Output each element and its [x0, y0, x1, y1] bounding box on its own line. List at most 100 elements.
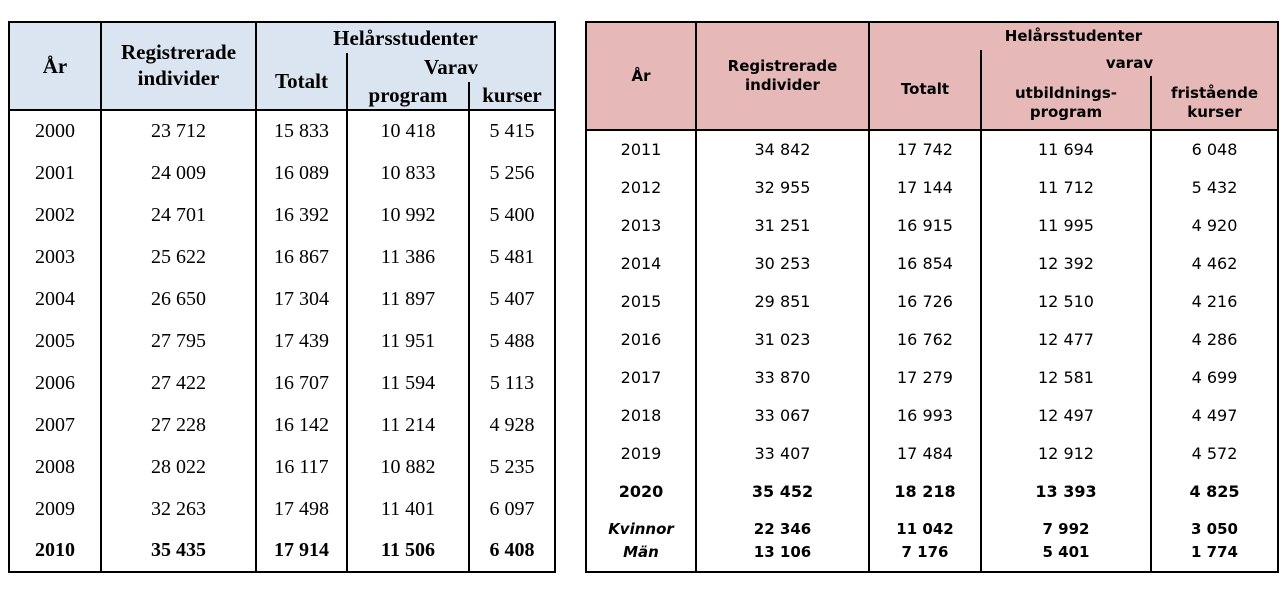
table-row-2008: 2008 28 022 16 117 10 882 5 235 [9, 446, 556, 488]
value-cell: 29 851 [695, 282, 869, 320]
value-cell: 13 393 [980, 472, 1151, 510]
header-row-1: År Registrerade individer Helårsstudente… [586, 22, 1279, 130]
table-row-2012: 2012 32 955 17 144 11 712 5 432 [586, 168, 1279, 206]
value-cell: 12 510 [980, 282, 1151, 320]
col-header-of-which: varav [979, 50, 1279, 76]
value-cell: 23 712 [100, 110, 256, 152]
col-header-of-which: Varav [345, 53, 556, 82]
gender-value-cell: 22 346 13 106 [695, 510, 869, 572]
value-cell: 11 214 [346, 404, 469, 446]
value-cell: 33 870 [695, 358, 869, 396]
value-cell: 16 142 [255, 404, 347, 446]
table-row-2013: 2013 31 251 16 915 11 995 4 920 [586, 206, 1279, 244]
year-cell: 2017 [620, 367, 662, 387]
value-cell: 17 742 [868, 130, 981, 168]
value-cell: 4 699 [1149, 358, 1279, 396]
value-cell: 4 286 [1149, 320, 1279, 358]
value-cell: 4 825 [1149, 472, 1279, 510]
value-cell: 24 701 [100, 194, 256, 236]
col-header-total: Totalt [255, 53, 347, 110]
value-cell: 16 762 [868, 320, 981, 358]
col-header-programme: utbildnings- program [980, 76, 1151, 130]
col-header-fullyear-students: Helårsstudenter [867, 22, 1279, 50]
table-row-2014: 2014 30 253 16 854 12 392 4 462 [586, 244, 1279, 282]
value-cell: 11 594 [346, 362, 469, 404]
year-cell: 2019 [620, 443, 662, 463]
value-cell: 12 912 [980, 434, 1151, 472]
year-cell: 2014 [620, 253, 662, 273]
value-cell: 16 993 [868, 396, 981, 434]
value-cell: 26 650 [100, 278, 256, 320]
table-row-2017: 2017 33 870 17 279 12 581 4 699 [586, 358, 1279, 396]
table-row-2010: 2010 35 435 17 914 11 506 6 408 [9, 530, 556, 572]
col-header-year: År [9, 22, 101, 110]
year-cell: 2016 [620, 329, 662, 349]
value-cell: 4 920 [1149, 206, 1279, 244]
value-cell: 24 009 [100, 152, 256, 194]
header-row-3: utbildnings- program fristående kurser [586, 76, 1279, 130]
table-row-2007: 2007 27 228 16 142 11 214 4 928 [9, 404, 556, 446]
table-row-2002: 2002 24 701 16 392 10 992 5 400 [9, 194, 556, 236]
year-cell: 2002 [35, 203, 75, 226]
year-cell: 2001 [35, 161, 75, 184]
value-cell: 33 407 [695, 434, 869, 472]
value-cell: 27 228 [100, 404, 256, 446]
value-cell: 15 833 [255, 110, 347, 152]
value-cell: 25 622 [100, 236, 256, 278]
value-cell: 16 392 [255, 194, 347, 236]
value-cell: 11 712 [980, 168, 1151, 206]
col-header-courses: kurser [467, 82, 556, 110]
year-cell: 2013 [620, 215, 662, 235]
value-cell: 4 497 [1149, 396, 1279, 434]
value-cell: 17 439 [255, 320, 347, 362]
table-row-2015: 2015 29 851 16 726 12 510 4 216 [586, 282, 1279, 320]
year-cell: 2003 [35, 245, 75, 268]
table-row-2003: 2003 25 622 16 867 11 386 5 481 [9, 236, 556, 278]
students-table-2010s-header: År Registrerade individer Helårsstudente… [586, 22, 1279, 130]
value-cell: 4 928 [467, 404, 556, 446]
value-cell: 16 854 [868, 244, 981, 282]
col-header-year: År [586, 22, 696, 130]
header-row-3: program kurser [9, 82, 556, 110]
table-row-2001: 2001 24 009 16 089 10 833 5 256 [9, 152, 556, 194]
year-cell: 2020 [618, 481, 664, 501]
value-cell: 5 432 [1149, 168, 1279, 206]
value-cell: 4 216 [1149, 282, 1279, 320]
value-cell: 6 048 [1149, 130, 1279, 168]
table-row-2020: 2020 35 452 18 218 13 393 4 825 [586, 472, 1279, 510]
value-cell: 27 795 [100, 320, 256, 362]
value-cell: 11 694 [980, 130, 1151, 168]
value-cell: 4 572 [1149, 434, 1279, 472]
gender-value-cell: 7 992 5 401 [980, 510, 1151, 572]
year-cell: 2004 [35, 287, 75, 310]
value-cell: 35 435 [100, 530, 256, 572]
value-cell: 17 484 [868, 434, 981, 472]
year-cell: 2018 [620, 405, 662, 425]
year-cell: 2012 [620, 177, 662, 197]
value-cell: 11 951 [346, 320, 469, 362]
year-cell: 2015 [620, 291, 662, 311]
table-row-2018: 2018 33 067 16 993 12 497 4 497 [586, 396, 1279, 434]
value-cell: 5 488 [467, 320, 556, 362]
header-row-2: Totalt varav [586, 50, 1279, 130]
value-cell: 5 407 [467, 278, 556, 320]
value-cell: 5 415 [467, 110, 556, 152]
value-cell: 10 418 [346, 110, 469, 152]
gender-value-cell: 11 042 7 176 [868, 510, 981, 572]
header-row-2: Totalt Varav [9, 53, 556, 110]
value-cell: 17 144 [868, 168, 981, 206]
value-cell: 17 498 [255, 488, 347, 530]
value-cell: 12 581 [980, 358, 1151, 396]
table-row-2011: 2011 34 842 17 742 11 694 6 048 [586, 130, 1279, 168]
value-cell: 17 279 [868, 358, 981, 396]
col-header-courses: fristående kurser [1149, 76, 1279, 130]
students-table-2010s: År Registrerade individer Helårsstudente… [585, 21, 1280, 573]
value-cell: 18 218 [868, 472, 981, 510]
value-cell: 33 067 [695, 396, 869, 434]
value-cell: 31 023 [695, 320, 869, 358]
value-cell: 12 477 [980, 320, 1151, 358]
value-cell: 16 117 [255, 446, 347, 488]
value-cell: 11 386 [346, 236, 469, 278]
value-cell: 5 235 [467, 446, 556, 488]
